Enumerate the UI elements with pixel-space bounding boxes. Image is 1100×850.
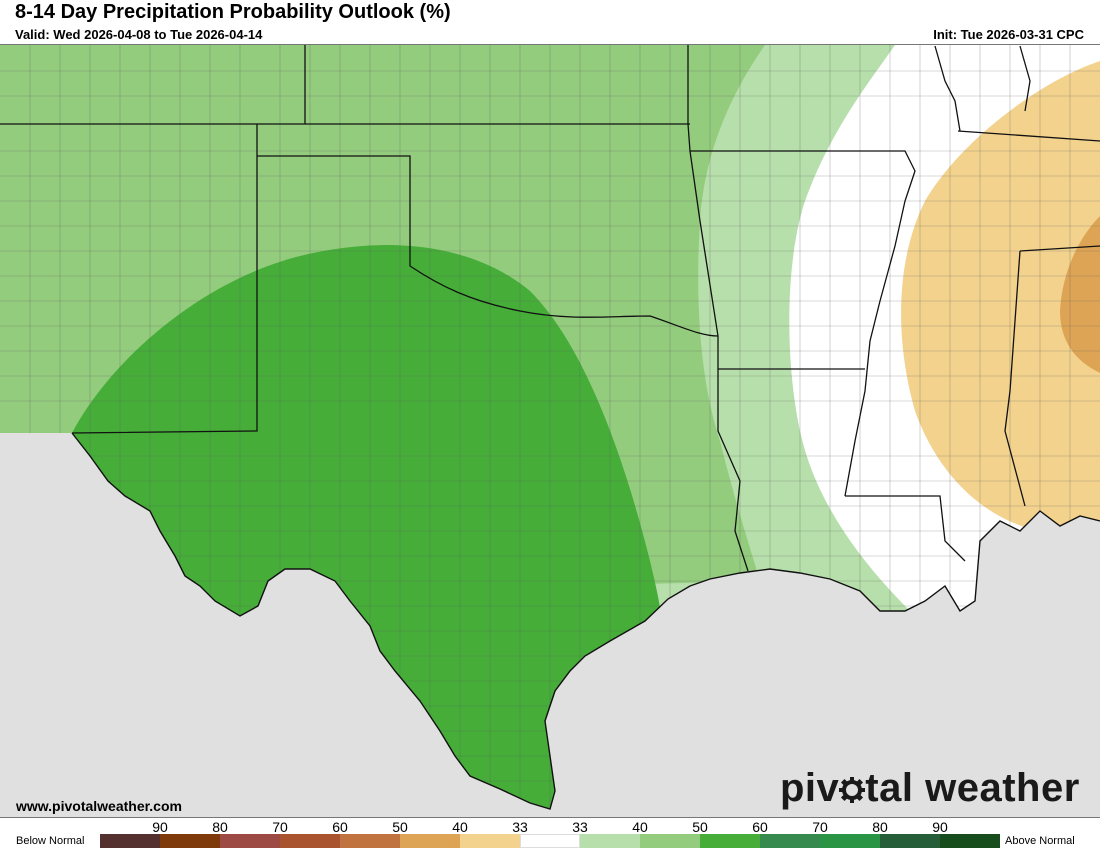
legend-tick: 50 <box>692 819 708 835</box>
coastline <box>71 432 1100 810</box>
brand-prefix: piv <box>780 766 840 810</box>
gear-icon <box>839 777 866 803</box>
legend-tick: 90 <box>932 819 948 835</box>
brand-suffix: tal weather <box>865 766 1080 810</box>
legend-swatch <box>760 834 820 848</box>
legend-above-normal: Above Normal <box>1005 835 1075 847</box>
legend-swatch <box>220 834 280 848</box>
header: 8-14 Day Precipitation Probability Outlo… <box>0 0 1100 44</box>
legend: Below Normal 90 80 70 60 50 40 33 33 40 50 60 70 80 9… <box>0 818 1100 850</box>
legend-swatch <box>520 834 580 848</box>
legend-swatch <box>700 834 760 848</box>
below-40-50-area <box>1060 216 1100 373</box>
legend-swatch <box>340 834 400 848</box>
legend-swatch <box>460 834 520 848</box>
legend-swatch <box>280 834 340 848</box>
outlook-map[interactable] <box>0 44 1100 818</box>
legend-swatch <box>400 834 460 848</box>
above-50-60-area <box>72 245 664 809</box>
legend-swatch <box>940 834 1000 848</box>
legend-tick: 33 <box>572 819 588 835</box>
website-url[interactable]: www.pivotalweather.com <box>16 798 182 814</box>
legend-swatch <box>580 834 640 848</box>
valid-period: Valid: Wed 2026-04-08 to Tue 2026-04-14 <box>15 27 263 42</box>
brand-logo: piv tal weather <box>780 766 1080 811</box>
state-borders <box>0 45 1100 572</box>
legend-swatch <box>880 834 940 848</box>
legend-swatch <box>100 834 160 848</box>
init-time: Init: Tue 2026-03-31 CPC <box>933 27 1084 42</box>
legend-tick: 50 <box>392 819 408 835</box>
legend-tick: 80 <box>212 819 228 835</box>
legend-swatch <box>640 834 700 848</box>
legend-below-normal: Below Normal <box>16 835 85 847</box>
legend-tick: 80 <box>872 819 888 835</box>
legend-tick: 60 <box>332 819 348 835</box>
below-33-40-area <box>901 61 1100 531</box>
map-title: 8-14 Day Precipitation Probability Outlo… <box>15 1 451 23</box>
legend-tick: 90 <box>152 819 168 835</box>
legend-tick: 40 <box>632 819 648 835</box>
legend-tick: 70 <box>272 819 288 835</box>
legend-tick: 70 <box>812 819 828 835</box>
legend-swatch <box>820 834 880 848</box>
legend-tick: 60 <box>752 819 768 835</box>
legend-swatch <box>160 834 220 848</box>
legend-tick: 40 <box>452 819 468 835</box>
legend-tick: 33 <box>512 819 528 835</box>
